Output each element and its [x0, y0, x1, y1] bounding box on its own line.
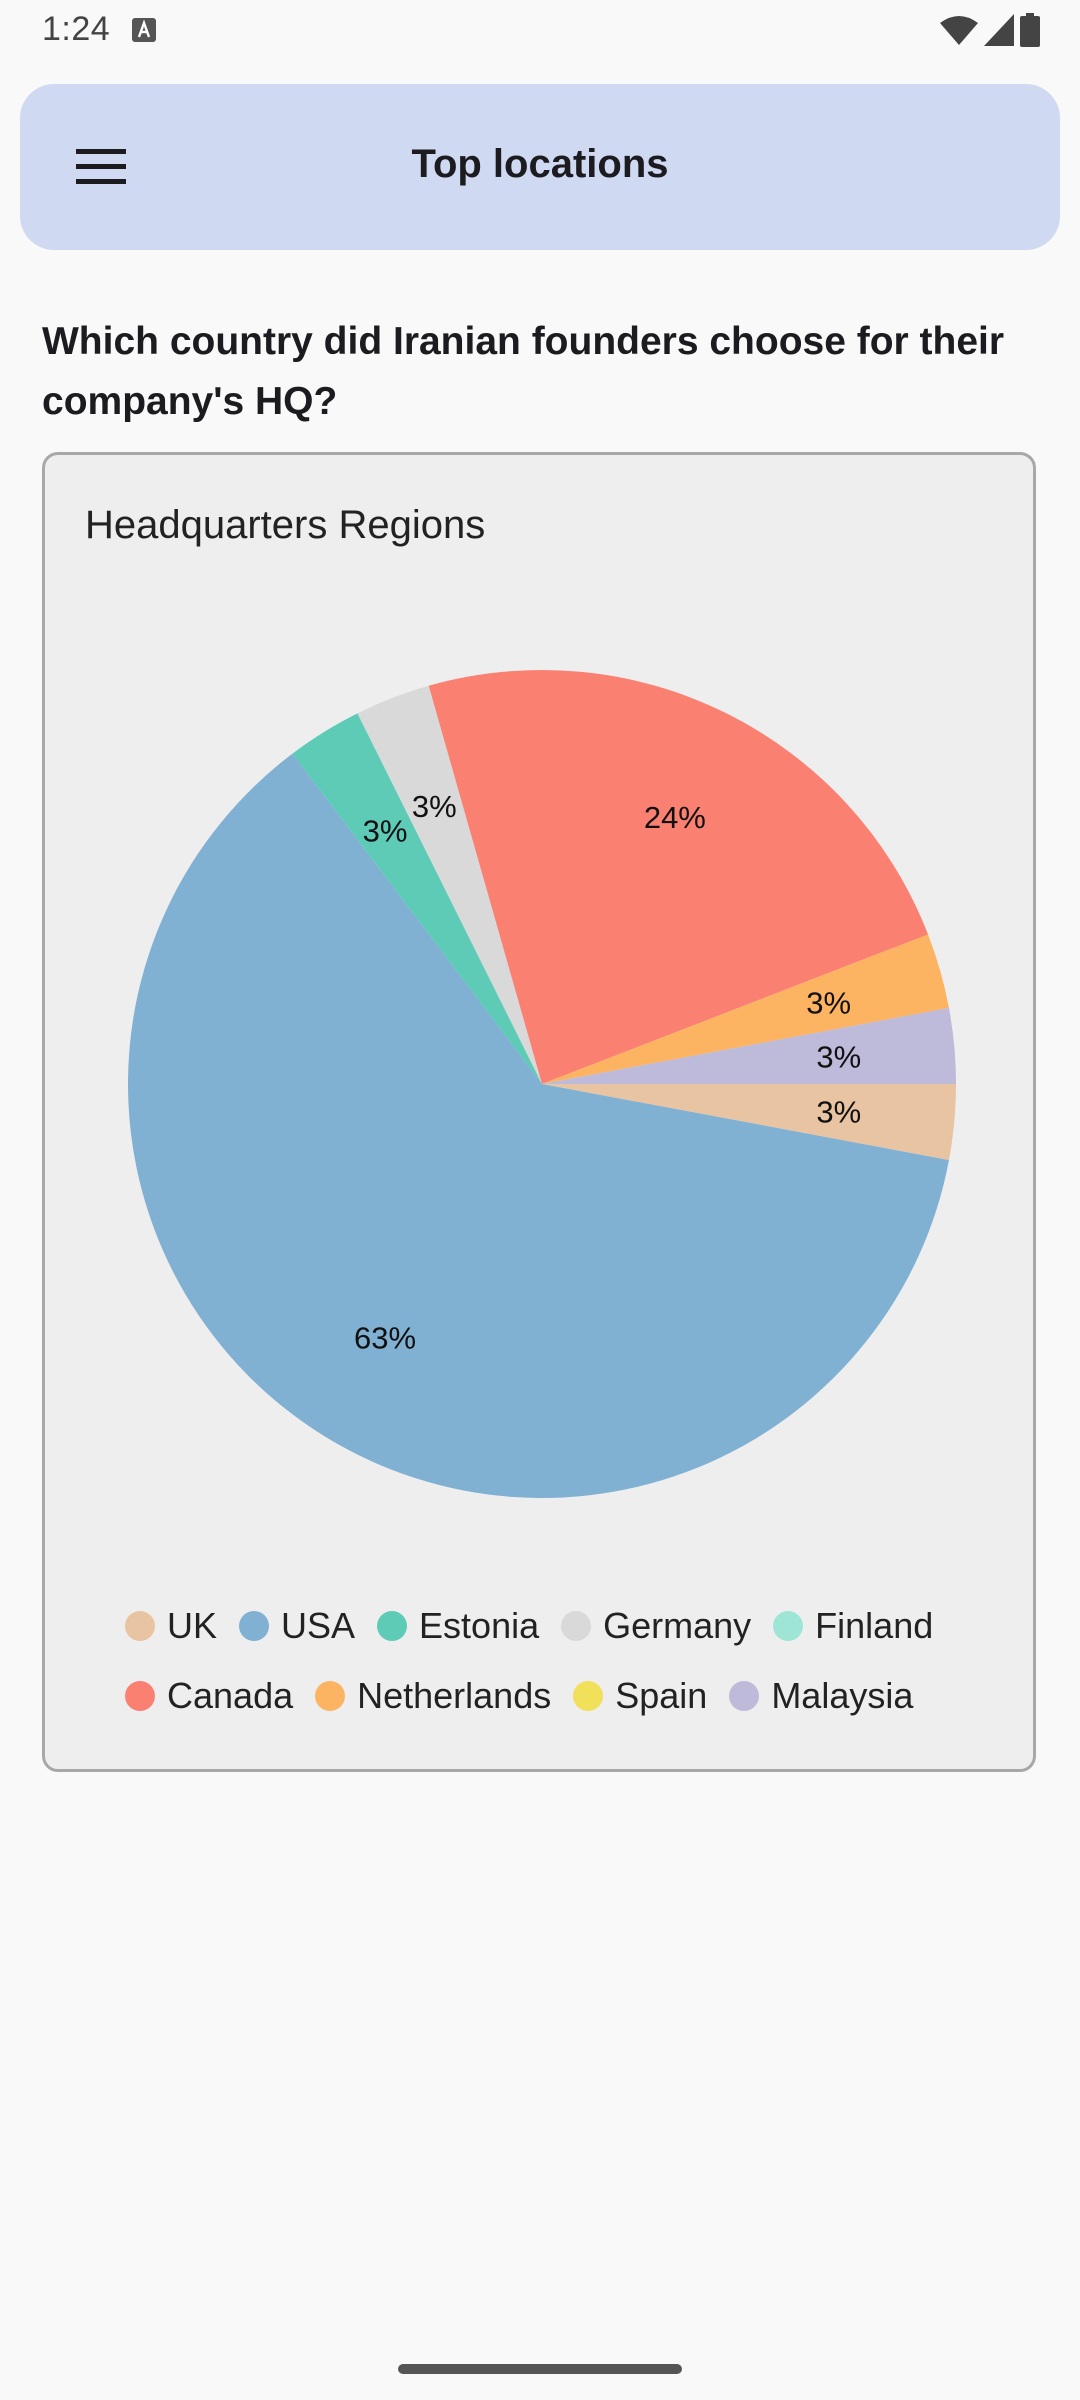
hamburger-menu-icon	[76, 149, 126, 184]
chart-card: Headquarters Regions 3% 63% 3% 3% 24% 3% 3% UK…	[42, 452, 1036, 1772]
pie-slice-netherlands[interactable]	[542, 934, 949, 1084]
legend-label: Netherlands	[357, 1675, 552, 1716]
legend-swatch	[729, 1681, 760, 1711]
pie-slice-malaysia[interactable]	[542, 1007, 956, 1084]
question-text: Which country did Iranian founders choos…	[42, 320, 1005, 423]
pie-slice-germany[interactable]	[357, 685, 542, 1084]
pie-slice-uk[interactable]	[542, 1084, 956, 1161]
legend-swatch	[773, 1611, 804, 1641]
pie-slice-canada[interactable]	[428, 670, 929, 1084]
status-time: 1:24	[42, 10, 111, 48]
legend-label: Estonia	[419, 1605, 540, 1646]
keyboard-a-icon	[132, 18, 156, 42]
legend-swatch	[561, 1611, 592, 1641]
pie-slice-usa[interactable]	[128, 753, 949, 1498]
legend-item-germany[interactable]: Germany	[561, 1605, 751, 1647]
legend-label: Germany	[603, 1605, 752, 1646]
battery-icon	[1020, 13, 1040, 47]
legend-item-canada[interactable]: Canada	[125, 1675, 293, 1717]
legend-item-malaysia[interactable]: Malaysia	[729, 1675, 913, 1717]
legend-label: UK	[167, 1605, 218, 1646]
legend-swatch	[377, 1611, 408, 1641]
legend-label: Malaysia	[771, 1675, 914, 1716]
pie-label-germany: 3%	[412, 789, 457, 824]
pie-label-estonia: 3%	[363, 814, 408, 849]
pie-label-usa: 63%	[354, 1320, 416, 1355]
legend-item-finland[interactable]: Finland	[773, 1605, 933, 1647]
legend-item-spain[interactable]: Spain	[573, 1675, 707, 1717]
legend-item-usa[interactable]: USA	[239, 1605, 355, 1647]
chart-legend: UK USA Estonia Germany Finland Canada Netherla…	[125, 1605, 1025, 1717]
legend-swatch	[315, 1681, 346, 1711]
wifi-icon	[940, 16, 978, 45]
pie-label-malaysia: 3%	[816, 1039, 861, 1074]
top-app-bar: Top locations	[20, 84, 1060, 250]
navigation-handle[interactable]	[398, 2364, 682, 2374]
cellular-signal-icon	[984, 14, 1014, 46]
chart-title: Headquarters Regions	[85, 503, 486, 547]
pie-chart: 3%63%3%3% 24%3%3%	[128, 670, 956, 1498]
pie-label-canada: 24%	[644, 800, 706, 835]
pie-slice-estonia[interactable]	[292, 713, 542, 1084]
status-icons	[940, 12, 1040, 48]
pie-label-uk: 3%	[816, 1095, 861, 1130]
status-bar: 1:24	[0, 0, 1080, 62]
legend-item-netherlands[interactable]: Netherlands	[315, 1675, 551, 1717]
pie-label-netherlands: 3%	[806, 985, 851, 1020]
legend-swatch	[573, 1681, 604, 1711]
legend-label: Spain	[615, 1675, 708, 1716]
legend-label: Canada	[167, 1675, 294, 1716]
page-title: Top locations	[411, 142, 669, 186]
legend-label: USA	[281, 1605, 356, 1646]
legend-item-uk[interactable]: UK	[125, 1605, 217, 1647]
legend-swatch	[125, 1681, 155, 1711]
legend-label: Finland	[815, 1605, 934, 1646]
menu-button[interactable]	[68, 134, 134, 200]
legend-item-estonia[interactable]: Estonia	[377, 1605, 539, 1647]
legend-swatch	[125, 1611, 155, 1641]
legend-swatch	[239, 1611, 270, 1641]
